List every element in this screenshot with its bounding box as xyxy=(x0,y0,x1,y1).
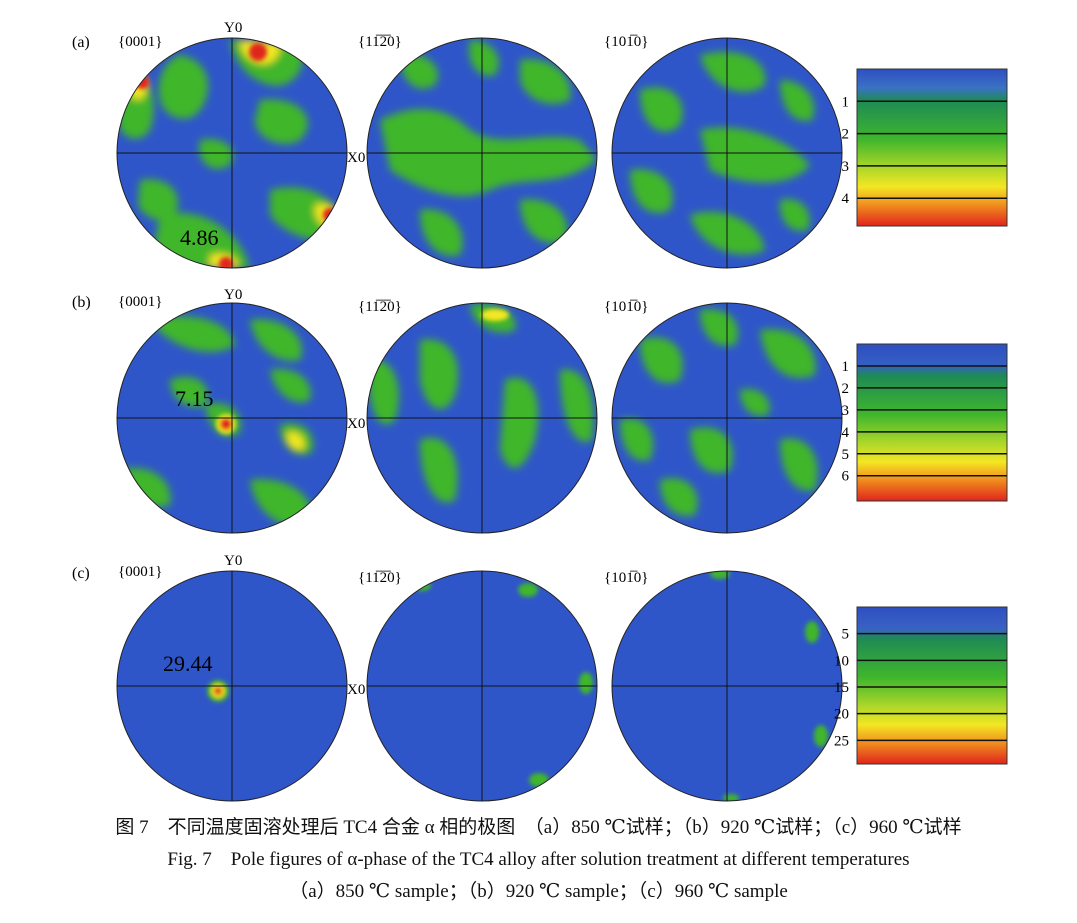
legend-tick-label: 2 xyxy=(842,127,850,143)
x-axis-label: X0 xyxy=(347,150,365,166)
legend-tick-label: 15 xyxy=(834,680,849,696)
plane-label: {101̅0} xyxy=(604,34,648,50)
legend-tick-label: 4 xyxy=(842,425,850,441)
legend-tick-label: 3 xyxy=(842,403,850,419)
caption-chinese: 图 7 不同温度固溶处理后 TC4 合金 α 相的极图 （a）850 ℃试样；（… xyxy=(115,817,962,838)
caption-english-line2: （a）850 ℃ sample；（b）920 ℃ sample；（c）960 ℃… xyxy=(289,881,788,902)
plane-label: {101̅0} xyxy=(604,299,648,315)
plane-label: {11̅2̅0} xyxy=(358,34,402,50)
plane-label: {0001} xyxy=(118,34,162,50)
legend-tick-label: 10 xyxy=(834,653,849,669)
color-scale-legend xyxy=(856,68,1008,227)
plane-label: {11̅2̅0} xyxy=(358,570,402,586)
row-label: (c) xyxy=(72,565,90,582)
legend-tick-label: 3 xyxy=(842,159,850,175)
color-scale-legend xyxy=(856,343,1008,502)
row-label: (b) xyxy=(72,294,91,311)
caption-english-line1: Fig. 7 Pole figures of α-phase of the TC… xyxy=(167,849,910,870)
plane-label: {0001} xyxy=(118,294,162,310)
legend-tick-label: 25 xyxy=(834,733,849,749)
plane-label: {11̅2̅0} xyxy=(358,299,402,315)
max-intensity-label: 4.86 xyxy=(180,225,219,250)
legend-tick-label: 5 xyxy=(842,447,850,463)
pole-figure-panel: (a) {0001} {11̅2̅0} {101̅0} Y0 X0 xyxy=(72,20,1008,802)
legend-tick-label: 2 xyxy=(842,381,850,397)
row-label: (a) xyxy=(72,34,90,51)
legend-tick-label: 6 xyxy=(842,469,850,485)
legend-tick-label: 20 xyxy=(834,707,849,723)
legend-tick-label: 1 xyxy=(842,359,850,375)
legend-tick-label: 1 xyxy=(842,94,850,110)
x-axis-label: X0 xyxy=(347,416,365,432)
y-axis-label: Y0 xyxy=(224,287,242,303)
legend-tick-label: 5 xyxy=(842,627,850,643)
plane-label: {0001} xyxy=(118,564,162,580)
x-axis-label: X0 xyxy=(347,682,365,698)
legend-tick-label: 4 xyxy=(842,191,850,207)
figure-caption: 图 7 不同温度固溶处理后 TC4 合金 α 相的极图 （a）850 ℃试样；（… xyxy=(0,812,1077,908)
max-intensity-label: 7.15 xyxy=(175,386,214,411)
plane-label: {101̅0} xyxy=(604,570,648,586)
y-axis-label: Y0 xyxy=(224,20,242,36)
y-axis-label: Y0 xyxy=(224,553,242,569)
max-intensity-label: 29.44 xyxy=(163,651,213,676)
